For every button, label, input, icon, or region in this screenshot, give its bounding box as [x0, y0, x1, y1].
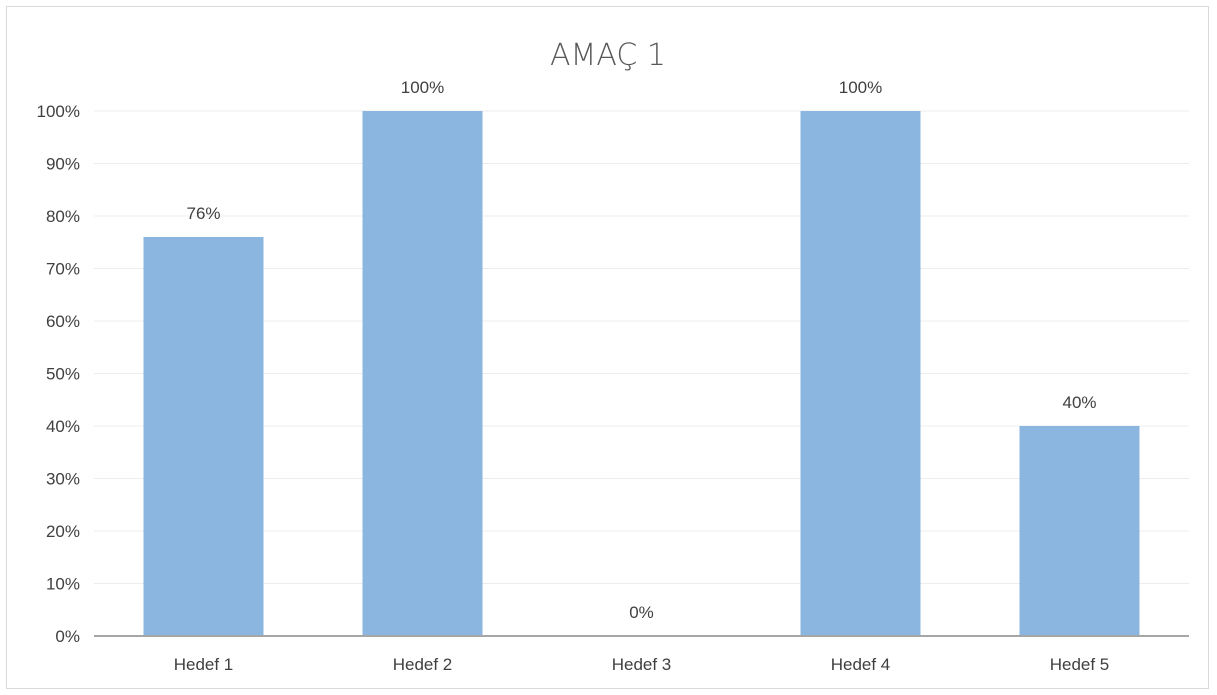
- y-tick-label: 20%: [46, 522, 80, 541]
- x-category-label: Hedef 2: [393, 655, 453, 674]
- y-tick-label: 90%: [46, 155, 80, 174]
- data-label: 76%: [186, 204, 220, 223]
- data-label: 100%: [401, 78, 444, 97]
- y-tick-label: 10%: [46, 575, 80, 594]
- data-labels: 76% 100% 0% 100% 40%: [186, 78, 1096, 622]
- y-tick-label: 70%: [46, 260, 80, 279]
- x-axis-category-labels: Hedef 1 Hedef 2 Hedef 3 Hedef 4 Hedef 5: [174, 655, 1110, 674]
- bar-hedef-1: [143, 237, 264, 636]
- data-label: 100%: [839, 78, 882, 97]
- gridlines: [94, 110, 1189, 584]
- x-category-label: Hedef 1: [174, 655, 234, 674]
- y-axis-tick-labels: 0% 10% 20% 30% 40% 50% 60% 70% 80% 90% 100%: [37, 102, 80, 646]
- y-tick-label: 50%: [46, 365, 80, 384]
- bar-hedef-2: [362, 111, 483, 636]
- x-category-label: Hedef 3: [612, 655, 672, 674]
- y-tick-label: 40%: [46, 417, 80, 436]
- chart-title: AMAÇ 1: [550, 38, 666, 73]
- bars: [143, 111, 1140, 636]
- y-tick-label: 100%: [37, 102, 80, 121]
- data-label: 0%: [629, 603, 654, 622]
- data-label: 40%: [1062, 393, 1096, 412]
- x-category-label: Hedef 4: [831, 655, 891, 674]
- y-tick-label: 30%: [46, 470, 80, 489]
- y-tick-label: 0%: [55, 627, 80, 646]
- y-tick-label: 80%: [46, 207, 80, 226]
- x-category-label: Hedef 5: [1050, 655, 1110, 674]
- bar-hedef-5: [1019, 426, 1140, 636]
- bar-hedef-4: [800, 111, 921, 636]
- y-tick-label: 60%: [46, 312, 80, 331]
